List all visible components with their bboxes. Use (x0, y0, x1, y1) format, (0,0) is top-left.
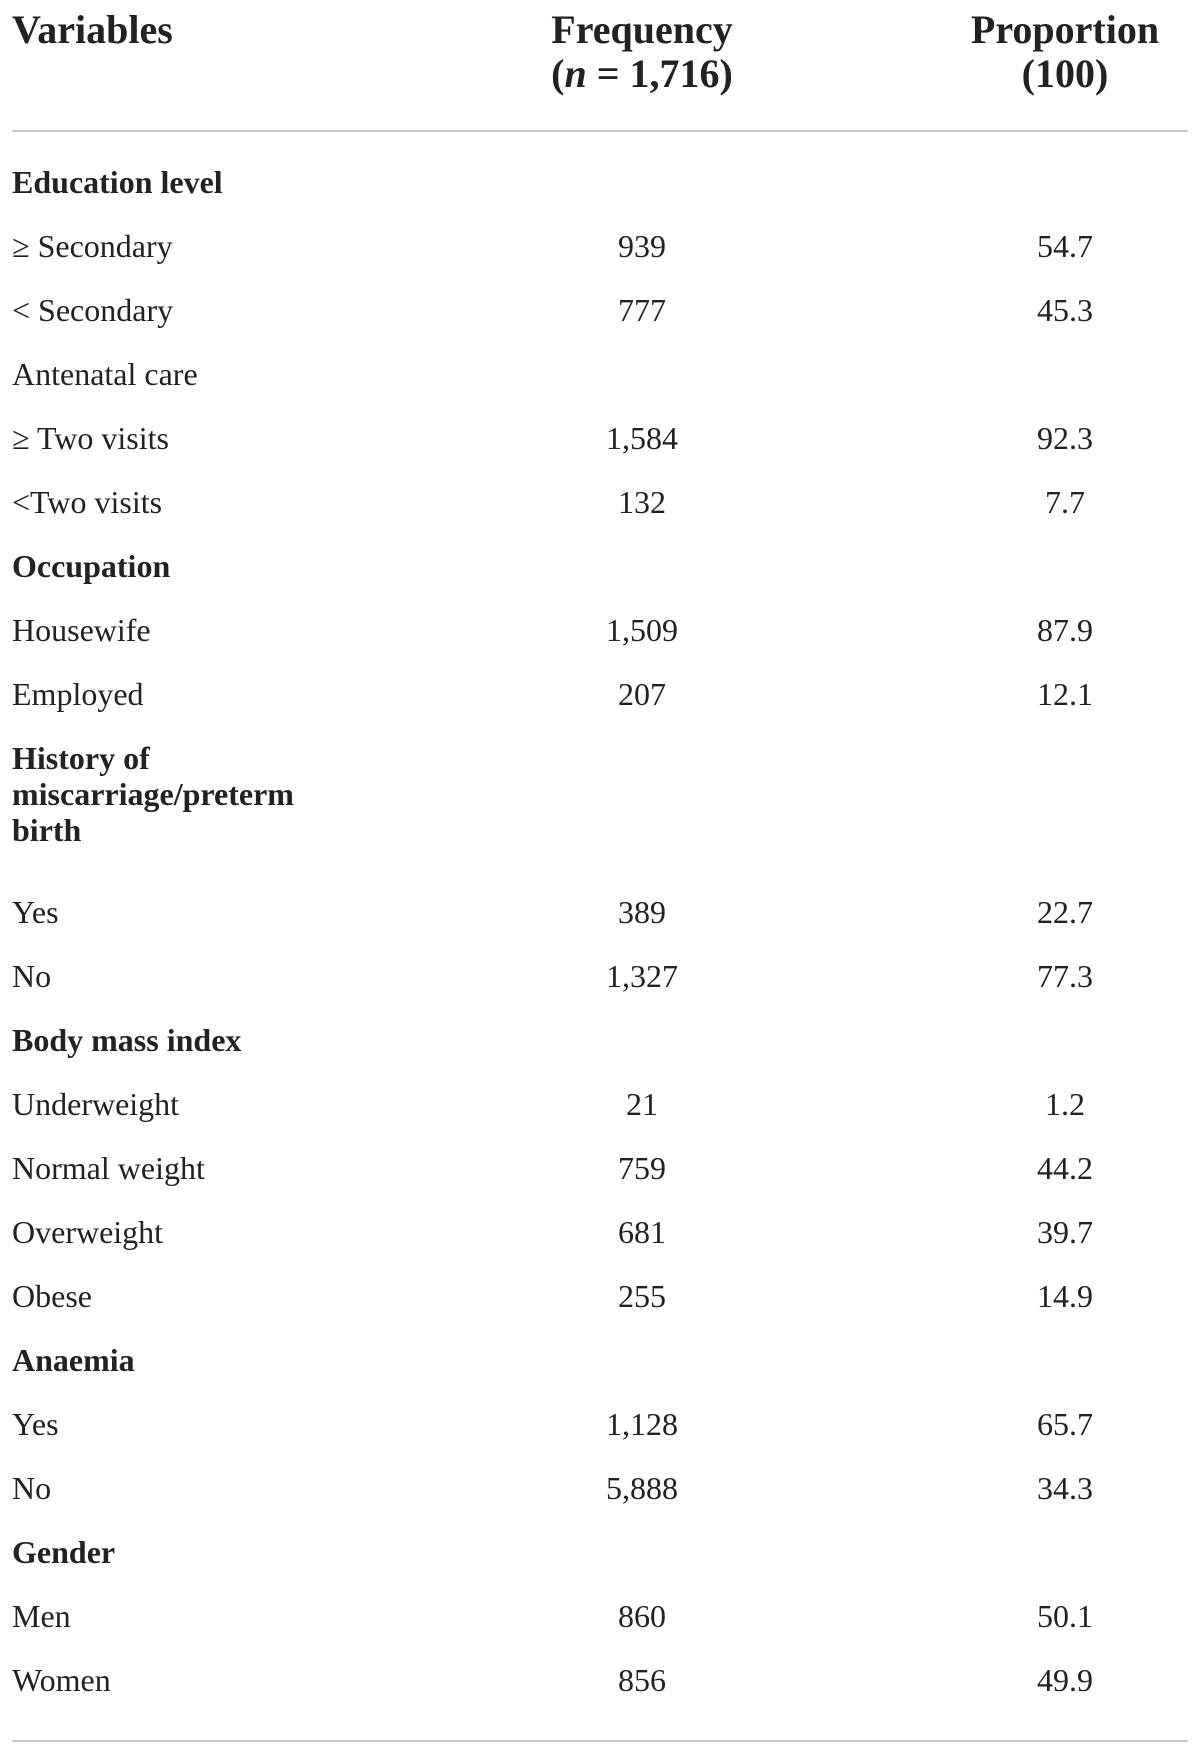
row-frequency: 759 (618, 1150, 666, 1186)
row-frequency: 207 (618, 676, 666, 712)
row-label: Overweight (12, 1214, 164, 1250)
row-frequency: 860 (618, 1598, 666, 1634)
table-row: Yes 389 22.7 (12, 894, 1188, 958)
header-frequency-sample-size: (n = 1,716) (512, 52, 772, 96)
row-label: Gender (12, 1534, 116, 1570)
table-body: Education level ≥ Secondary 939 54.7 < Secon… (12, 164, 1188, 1726)
row-proportion: 92.3 (1037, 420, 1093, 456)
table-row: Employed 207 12.1 (12, 676, 1188, 740)
row-frequency: 777 (618, 292, 666, 328)
row-frequency: 1,509 (606, 612, 678, 648)
header-frequency-label: Frequency (551, 7, 733, 52)
row-label: Yes (12, 894, 59, 930)
row-frequency: 255 (618, 1278, 666, 1314)
row-frequency: 1,584 (606, 420, 678, 456)
category-row: Anaemia (12, 1342, 1188, 1406)
table-row: No 5,888 34.3 (12, 1470, 1188, 1534)
row-proportion: 54.7 (1037, 228, 1093, 264)
row-proportion: 49.9 (1037, 1662, 1093, 1698)
row-label: Antenatal care (12, 356, 198, 392)
header-frequency-n: n (564, 51, 587, 96)
row-label: Men (12, 1598, 71, 1634)
header-frequency-open-paren: ( (551, 51, 565, 96)
table-row: Obese 255 14.9 (12, 1278, 1188, 1342)
row-proportion: 45.3 (1037, 292, 1093, 328)
header-proportion: Proportion (100) (942, 8, 1188, 96)
category-row: History of miscarriage/preterm birth (12, 740, 1188, 894)
row-proportion: 7.7 (1045, 484, 1085, 520)
row-proportion: 1.2 (1045, 1086, 1085, 1122)
table-row: Overweight 681 39.7 (12, 1214, 1188, 1278)
category-row: Occupation (12, 548, 1188, 612)
category-row: Gender (12, 1534, 1188, 1598)
row-proportion: 44.2 (1037, 1150, 1093, 1186)
header-frequency-count: = 1,716) (586, 51, 733, 96)
header-variables: Variables (12, 8, 173, 52)
row-label: Employed (12, 676, 144, 712)
row-label: Yes (12, 1406, 59, 1442)
row-label: < Secondary (12, 292, 174, 328)
row-proportion: 39.7 (1037, 1214, 1093, 1250)
row-frequency: 5,888 (606, 1470, 678, 1506)
row-frequency: 1,128 (606, 1406, 678, 1442)
row-frequency: 681 (618, 1214, 666, 1250)
row-label: Anaemia (12, 1342, 135, 1378)
row-label: ≥ Secondary (12, 228, 173, 264)
row-label: History of miscarriage/preterm birth (12, 740, 294, 848)
row-frequency: 856 (618, 1662, 666, 1698)
header-variables-label: Variables (12, 7, 173, 52)
row-label: Occupation (12, 548, 171, 584)
table-row: Antenatal care (12, 356, 1188, 420)
row-frequency: 939 (618, 228, 666, 264)
table-row: <Two visits 132 7.7 (12, 484, 1188, 548)
table-header: Variables Frequency (n = 1,716) Proporti… (12, 0, 1188, 130)
row-frequency: 1,327 (606, 958, 678, 994)
row-proportion: 14.9 (1037, 1278, 1093, 1314)
category-row: Education level (12, 164, 1188, 228)
row-proportion: 87.9 (1037, 612, 1093, 648)
row-label: Education level (12, 164, 223, 200)
row-proportion: 12.1 (1037, 676, 1093, 712)
header-proportion-unit: (100) (1021, 51, 1109, 96)
row-frequency: 389 (618, 894, 666, 930)
row-proportion: 22.7 (1037, 894, 1093, 930)
table-row: < Secondary 777 45.3 (12, 292, 1188, 356)
row-proportion: 65.7 (1037, 1406, 1093, 1442)
row-label: Normal weight (12, 1150, 205, 1186)
table-row: ≥ Two visits 1,584 92.3 (12, 420, 1188, 484)
table-row: No 1,327 77.3 (12, 958, 1188, 1022)
header-divider (12, 130, 1188, 132)
table-row: ≥ Secondary 939 54.7 (12, 228, 1188, 292)
table-row: Underweight 21 1.2 (12, 1086, 1188, 1150)
header-proportion-label: Proportion (970, 7, 1160, 52)
row-proportion: 50.1 (1037, 1598, 1093, 1634)
row-label: Obese (12, 1278, 92, 1314)
row-frequency: 21 (626, 1086, 658, 1122)
row-label: No (12, 1470, 52, 1506)
table-bottom-rule (12, 1740, 1188, 1742)
row-label: <Two visits (12, 484, 163, 520)
row-label: Body mass index (12, 1022, 242, 1058)
row-frequency: 132 (618, 484, 666, 520)
table-row: Normal weight 759 44.2 (12, 1150, 1188, 1214)
row-proportion: 77.3 (1037, 958, 1093, 994)
table-row: Yes 1,128 65.7 (12, 1406, 1188, 1470)
row-label: No (12, 958, 52, 994)
row-label: Underweight (12, 1086, 180, 1122)
table-row: Women 856 49.9 (12, 1662, 1188, 1726)
row-label: Women (12, 1662, 111, 1698)
row-label: Housewife (12, 612, 151, 648)
row-proportion: 34.3 (1037, 1470, 1093, 1506)
category-row: Body mass index (12, 1022, 1188, 1086)
header-frequency: Frequency (n = 1,716) (512, 8, 772, 96)
data-table: Variables Frequency (n = 1,716) Proporti… (12, 0, 1188, 1742)
table-row: Housewife 1,509 87.9 (12, 612, 1188, 676)
row-label: ≥ Two visits (12, 420, 169, 456)
table-row: Men 860 50.1 (12, 1598, 1188, 1662)
